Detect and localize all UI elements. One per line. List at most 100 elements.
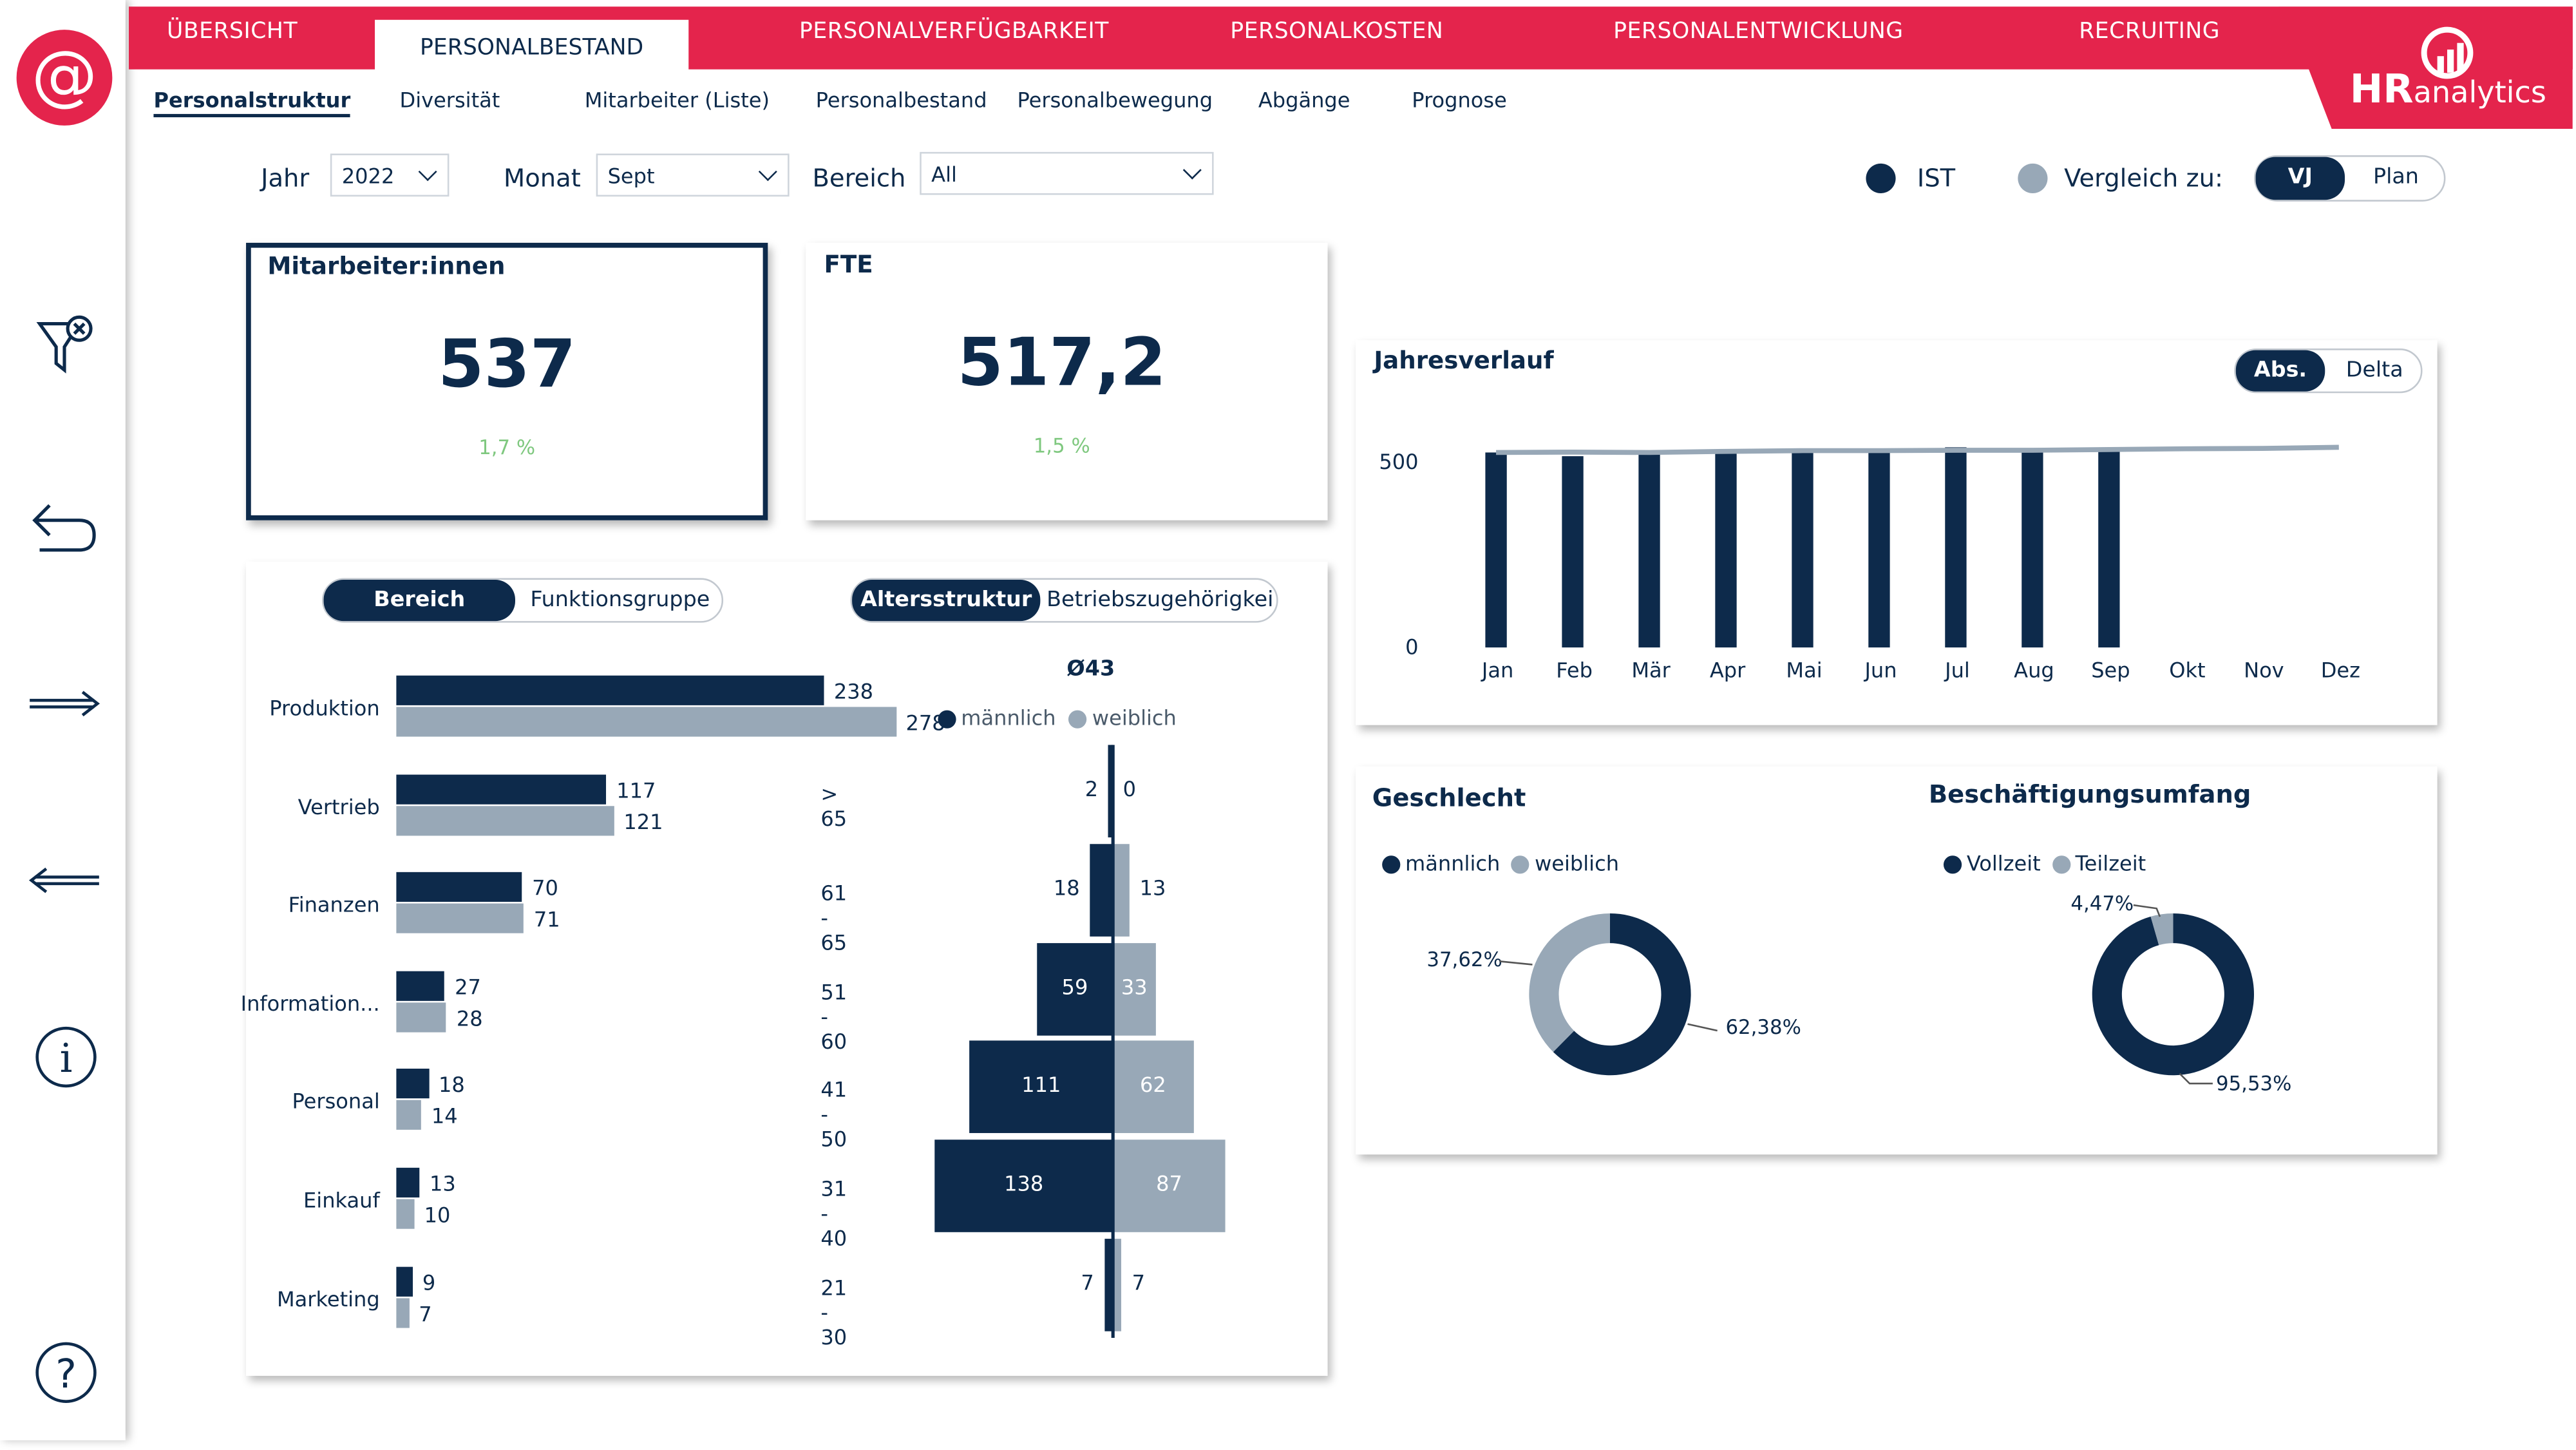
alter-betrieb-toggle[interactable]: Altersstruktur Betriebszugehörigkei <box>850 578 1278 623</box>
age-group-label: > 65 <box>820 781 848 831</box>
subtab-personalbestand[interactable]: Personalbestand <box>815 87 987 113</box>
tab-personalkosten[interactable]: PERSONALKOSTEN <box>1230 18 1444 45</box>
donut-slice[interactable] <box>1553 913 1691 1076</box>
pyramid-bar-maennlich[interactable] <box>969 1041 1113 1134</box>
geschlecht-donut <box>1529 913 1691 1076</box>
monat-label: Monat <box>504 163 581 193</box>
leader-line <box>2133 904 2161 917</box>
pyramid-bar-weiblich[interactable] <box>1113 1041 1193 1134</box>
bar-ist[interactable] <box>396 1167 420 1197</box>
pyramid-bar-weiblich[interactable] <box>1113 843 1130 937</box>
pyramid-bar-weiblich[interactable] <box>1113 1140 1226 1233</box>
abs-delta-toggle[interactable]: Abs. Delta <box>2234 348 2423 394</box>
bar-category-label: Produktion <box>269 695 380 720</box>
legend-dot-maennlich <box>1382 855 1401 874</box>
umfang-label-t: 4,47% <box>2070 892 2134 915</box>
arrow-left-icon[interactable] <box>28 864 101 897</box>
help-icon[interactable]: ? <box>33 1339 99 1406</box>
jv-bar[interactable] <box>1792 448 1814 648</box>
bar-ist[interactable] <box>396 1266 413 1296</box>
age-group-label: 61 - 65 <box>820 880 848 955</box>
umfang-legend: Vollzeit Teilzeit <box>1943 850 2146 875</box>
umfang-donut <box>2092 913 2254 1076</box>
at-logo-icon[interactable]: @ <box>16 30 113 126</box>
arrow-right-icon[interactable] <box>28 687 101 720</box>
donut-card: Geschlecht Beschäftigungsumfang männlich… <box>1356 766 2438 1155</box>
pyramid-bar-maennlich[interactable] <box>1036 942 1113 1035</box>
jv-bar[interactable] <box>1485 452 1507 648</box>
bar-vj[interactable] <box>396 1199 415 1229</box>
undo-arrow-icon[interactable] <box>30 499 99 558</box>
month-label: Mai <box>1786 658 1822 682</box>
age-group-label: 31 - 40 <box>820 1176 848 1251</box>
sidebar: @ i ? <box>0 0 126 1440</box>
donut-slice[interactable] <box>2092 913 2254 1076</box>
vergleich-toggle[interactable]: VJ Plan <box>2253 155 2446 202</box>
logo-text: analytics <box>2413 75 2546 111</box>
bar-vj[interactable] <box>396 1002 447 1033</box>
jv-bar[interactable] <box>1638 451 1660 648</box>
kpi-card-fte[interactable]: FTE 517,2 1,5 % <box>806 242 1328 520</box>
y-tick-label: 500 <box>1379 450 1418 474</box>
bereich-funktionsgruppe-toggle[interactable]: Bereich Funktionsgruppe <box>321 578 724 623</box>
bar-ist[interactable] <box>396 971 445 1001</box>
tab-personalverfuegbarkeit[interactable]: PERSONALVERFÜGBARKEIT <box>799 18 1109 45</box>
pyramid-bar-weiblich[interactable] <box>1113 942 1156 1035</box>
tab-uebersicht[interactable]: ÜBERSICHT <box>166 18 298 45</box>
subtab-mitarbeiter-liste[interactable]: Mitarbeiter (Liste) <box>584 87 770 113</box>
bar-category-label: Marketing <box>276 1286 380 1311</box>
pyramid-bar-maennlich[interactable] <box>934 1140 1113 1233</box>
bar-vj[interactable] <box>396 707 896 737</box>
pyramid-bar-maennlich[interactable] <box>1090 843 1113 937</box>
bar-vj[interactable] <box>396 904 524 934</box>
plan-option[interactable]: Plan <box>2373 165 2419 190</box>
bar-vj[interactable] <box>396 1297 409 1328</box>
vj-option[interactable]: VJ <box>2255 157 2345 200</box>
jv-bar[interactable] <box>1562 456 1584 648</box>
delta-option[interactable]: Delta <box>2345 358 2403 383</box>
subtab-prognose[interactable]: Prognose <box>1412 87 1507 113</box>
bereich-option[interactable]: Bereich <box>323 579 515 622</box>
jahr-dropdown[interactable]: 2022 <box>330 153 450 197</box>
bar-ist[interactable] <box>396 872 522 902</box>
pyramid-bar-maennlich[interactable] <box>1104 1239 1113 1331</box>
subtab-personalstruktur[interactable]: Personalstruktur <box>153 88 351 118</box>
bar-vj[interactable] <box>396 1100 422 1130</box>
altersstruktur-option[interactable]: Altersstruktur <box>852 579 1041 622</box>
bar-vj[interactable] <box>396 805 614 835</box>
bar-value-vj: 28 <box>456 1006 483 1031</box>
tab-recruiting[interactable]: RECRUITING <box>2079 18 2221 45</box>
subtab-diversitaet[interactable]: Diversität <box>399 87 500 113</box>
pyramid-value-weiblich: 7 <box>1132 1270 1146 1295</box>
filter-clear-icon[interactable] <box>36 314 95 380</box>
bar-category-label: Vertrieb <box>298 794 380 819</box>
donut-slice[interactable] <box>2150 913 2174 946</box>
jv-bar[interactable] <box>1868 450 1890 648</box>
leader-line <box>1687 1023 1718 1032</box>
tab-personalentwicklung[interactable]: PERSONALENTWICKLUNG <box>1613 18 1904 45</box>
jv-bar[interactable] <box>1945 447 1967 648</box>
bereich-dropdown[interactable]: All <box>920 151 1214 195</box>
umfang-legend-t: Teilzeit <box>2075 850 2146 875</box>
monat-dropdown[interactable]: Sept <box>596 153 790 197</box>
hr-analytics-logo: HRanalytics <box>2350 66 2546 113</box>
kpi-card-mitarbeiter[interactable]: Mitarbeiter:innen 537 1,7 % <box>246 242 768 520</box>
abs-option[interactable]: Abs. <box>2235 350 2325 392</box>
info-icon[interactable]: i <box>33 1024 99 1091</box>
pyramid-value-weiblich: 33 <box>1121 973 1148 999</box>
subtab-personalbewegung[interactable]: Personalbewegung <box>1017 87 1213 113</box>
jahresverlauf-card: Jahresverlauf Abs. Delta <box>1356 340 2438 725</box>
jv-bar[interactable] <box>2022 449 2043 648</box>
subtab-abgaenge[interactable]: Abgänge <box>1258 87 1350 113</box>
funktionsgruppe-option[interactable]: Funktionsgruppe <box>530 587 710 613</box>
bar-ist[interactable] <box>396 675 824 705</box>
pyramid-bar-weiblich[interactable] <box>1113 1239 1122 1331</box>
jv-bar[interactable] <box>2098 448 2120 648</box>
tab-personalbestand[interactable]: PERSONALBESTAND <box>375 19 689 73</box>
bar-ist[interactable] <box>396 1069 429 1100</box>
pyramid-bar-maennlich[interactable] <box>1108 745 1113 837</box>
jv-bar[interactable] <box>1715 451 1737 648</box>
bar-ist[interactable] <box>396 774 607 804</box>
donut-slice[interactable] <box>1529 913 1610 1053</box>
betriebszugehoerigkeit-option[interactable]: Betriebszugehörigkei <box>1046 587 1274 613</box>
